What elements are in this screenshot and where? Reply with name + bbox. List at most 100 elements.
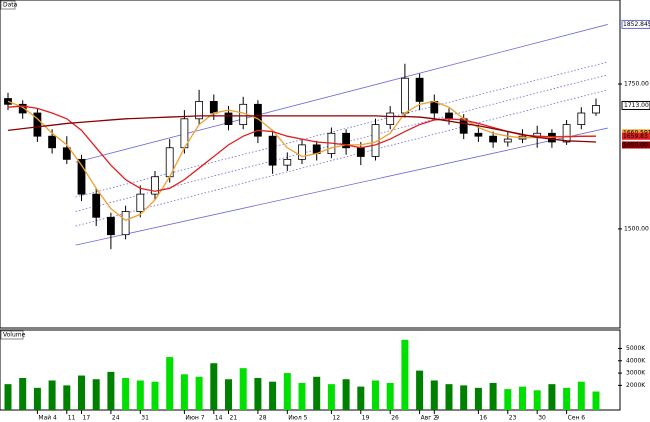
volume-bar <box>136 380 144 410</box>
volume-bar <box>548 384 556 410</box>
volume-bar <box>533 390 541 410</box>
volume-bar <box>195 376 203 410</box>
last-price-label: 1713.00 <box>624 102 649 109</box>
candle-body <box>224 112 233 125</box>
volume-bar <box>445 384 453 410</box>
volume-bar <box>48 380 56 410</box>
volume-bar <box>283 373 291 410</box>
candle-body <box>268 135 277 166</box>
candle-body <box>4 98 12 105</box>
candle-body <box>503 138 512 143</box>
y-tick-label: 1750.00 <box>624 81 649 88</box>
volume-bar <box>107 371 115 410</box>
volume-panel <box>0 329 621 411</box>
volume-title-box <box>0 330 24 340</box>
x-tick-label: 31 <box>141 415 149 422</box>
channel-line <box>75 127 608 246</box>
candle-body <box>474 132 483 137</box>
volume-bar <box>489 382 497 410</box>
x-tick-label: Июн 7 <box>185 415 204 422</box>
candle-body <box>342 132 351 149</box>
volume-bar <box>460 385 468 410</box>
x-tick-label: Май 4 <box>38 415 57 422</box>
candle-body <box>253 103 262 137</box>
volume-bar <box>239 368 247 410</box>
volume-bar <box>78 375 85 410</box>
candle-body <box>489 135 498 143</box>
last-price-box <box>621 100 650 110</box>
candle-body <box>298 144 306 160</box>
title-box <box>0 0 16 10</box>
x-tick-label: 19 <box>362 415 370 422</box>
candle-body <box>356 147 365 157</box>
candle-body <box>400 77 409 114</box>
channel-label-box <box>621 19 650 29</box>
x-tick-label: 30 <box>538 415 546 422</box>
candle-body <box>107 216 115 236</box>
x-tick-label: 11 <box>68 415 76 422</box>
volume-bar <box>122 378 130 410</box>
volume-bar <box>474 387 482 410</box>
ma-line <box>7 115 597 143</box>
y2-tick-label: 2000K <box>626 382 646 389</box>
candle-body <box>445 112 453 120</box>
ma-label-box <box>622 141 650 149</box>
volume-bar <box>225 379 232 410</box>
volume-bar <box>298 382 306 410</box>
volume-bar <box>151 381 159 410</box>
volume-bar <box>357 386 365 410</box>
volume-bar <box>180 374 188 410</box>
volume-bar <box>577 381 585 410</box>
ma-label-box <box>622 132 650 140</box>
volume-bar <box>327 384 335 410</box>
x-tick-label: Июл 5 <box>288 415 307 422</box>
volume-bar <box>519 386 526 410</box>
y2-tick-label: 4000K <box>626 357 646 364</box>
x-tick-label: 12 <box>332 415 340 422</box>
volume-bar <box>166 357 174 410</box>
channel-line <box>75 24 608 163</box>
ma-label: 1659.83 <box>623 133 648 140</box>
candle-body <box>92 193 101 218</box>
volume-bar <box>4 384 12 410</box>
candle-body <box>195 101 204 120</box>
candle-body <box>33 112 42 137</box>
x-tick-label: 16 <box>479 415 487 422</box>
candle-body <box>48 135 56 149</box>
volume-bar <box>416 370 424 410</box>
volume-bar <box>430 380 438 410</box>
volume-bar <box>92 379 100 410</box>
volume-bar <box>33 387 41 410</box>
candle-body <box>415 77 424 102</box>
channel-line <box>75 61 608 198</box>
x-tick-label: Сен 6 <box>568 415 586 422</box>
volume-bar <box>342 379 350 410</box>
candle-body <box>121 211 130 236</box>
x-tick-label: 23 <box>509 415 517 422</box>
chart-title: Data <box>3 2 18 9</box>
volume-bar <box>269 381 277 410</box>
candle-body <box>136 193 145 212</box>
volume-bar <box>210 363 218 410</box>
candle-body <box>562 124 571 143</box>
x-tick-label: 24 <box>112 415 120 422</box>
volume-bar <box>386 382 394 410</box>
candle-body <box>151 176 159 195</box>
candle-body <box>209 101 218 114</box>
volume-bar <box>254 378 262 410</box>
volume-bar <box>563 387 571 410</box>
volume-bar <box>313 376 321 410</box>
candle-body <box>577 112 586 125</box>
candle-body <box>592 105 600 114</box>
candle-body <box>430 101 439 114</box>
volume-bar <box>401 339 409 410</box>
ma-line <box>7 100 597 221</box>
x-tick-label: 21 <box>230 415 238 422</box>
volume-bar <box>63 385 71 410</box>
candle-body <box>18 103 27 114</box>
volume-bar <box>372 380 379 410</box>
y-tick-label: 1500.00 <box>624 225 649 232</box>
price-panel <box>0 0 621 329</box>
x-tick-label: 26 <box>391 415 399 422</box>
